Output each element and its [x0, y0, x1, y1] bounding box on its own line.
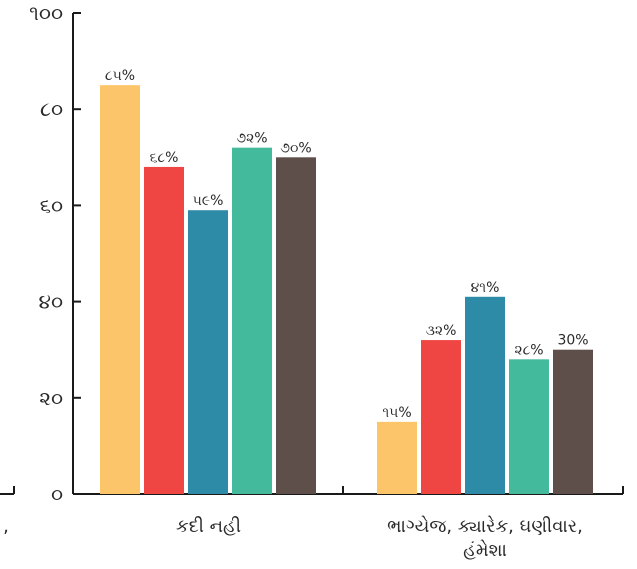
- bar-series3-cat0: [232, 147, 272, 494]
- category-label-1-line1: હંમેશા: [463, 540, 507, 561]
- bar-series2-cat1: [465, 296, 505, 494]
- data-label-series1-cat1: ૩૨%: [426, 323, 457, 339]
- data-label-series2-cat0: ૫૯%: [193, 193, 224, 209]
- category-label-0-line0: કદી નહી: [176, 516, 241, 537]
- y-tick-label-100: ૧૦૦: [29, 1, 63, 25]
- y-tick-label-20: ૨૦: [39, 386, 63, 410]
- category-label-1-line0: ભાગ્યેજ, ક્યારેક, ઘણીવાર,: [387, 516, 583, 537]
- data-label-series3-cat1: ૨૮%: [514, 342, 543, 358]
- bar-series0-cat1: [377, 421, 417, 494]
- bar-series1-cat0: [144, 166, 184, 495]
- bar-series0-cat0: [100, 85, 140, 495]
- bar-series4-cat1: [553, 349, 593, 494]
- bars: [100, 85, 593, 495]
- y-tick-label-0: ૦: [51, 482, 63, 506]
- bar-series1-cat1: [421, 340, 461, 494]
- data-label-series1-cat0: ૬૮%: [150, 150, 179, 166]
- y-axis-ticks: ૦ ૨૦ ૪૦ ૬૦ ૮૦ ૧૦૦: [29, 1, 81, 506]
- data-label-series4-cat0: ૭૦%: [280, 140, 311, 156]
- category-labels: કદી નહી ભાગ્યેજ, ક્યારેક, ઘણીવાર, હંમેશા,: [3, 516, 583, 561]
- y-tick-label-60: ૬૦: [40, 193, 63, 217]
- bar-series3-cat1: [509, 359, 549, 494]
- data-label-series2-cat1: ૪૧%: [471, 280, 500, 296]
- data-label-series0-cat0: ૮૫%: [105, 68, 135, 84]
- bar-series4-cat0: [276, 157, 316, 495]
- bar-series2-cat0: [188, 210, 228, 494]
- data-label-series0-cat1: ૧૫%: [382, 405, 411, 421]
- data-label-series4-cat1: 30%: [557, 333, 588, 349]
- data-labels: ૮૫% ૧૫% ૬૮% ૩૨% ૫૯% ૪૧% ૭૨% ૨૮% ૭૦% 30%: [105, 68, 589, 421]
- y-tick-label-40: ૪૦: [39, 290, 63, 314]
- data-label-series3-cat0: ૭૨%: [236, 131, 267, 147]
- y-tick-label-80: ૮૦: [40, 97, 63, 121]
- left-panel-label-fragment: ,: [3, 516, 9, 537]
